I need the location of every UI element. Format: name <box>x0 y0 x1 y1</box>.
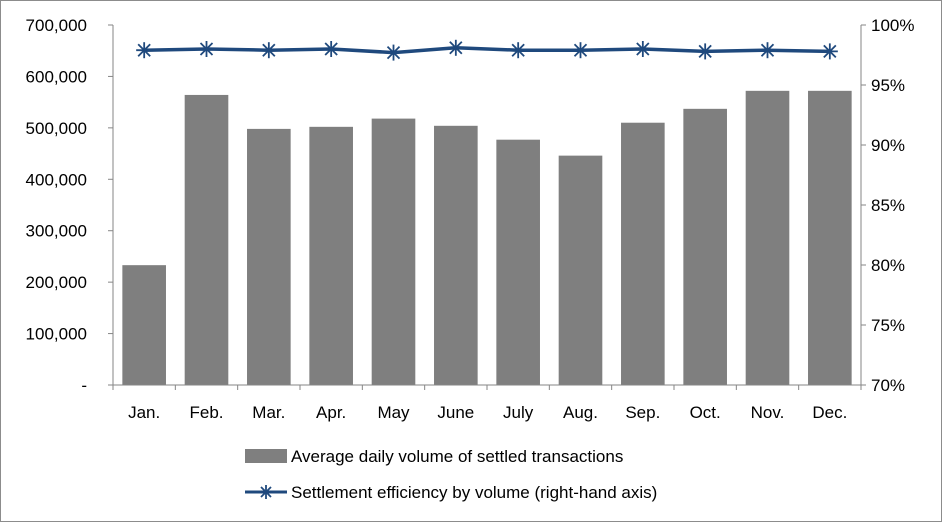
efficiency-point-12 <box>821 43 838 60</box>
efficiency-point-4 <box>323 41 340 57</box>
efficiency-point-1 <box>136 42 153 59</box>
efficiency-point-10 <box>697 43 714 60</box>
bar-9 <box>621 122 665 386</box>
x-tick-labels: Jan. Feb. Mar. Apr. May June July Aug. Sep. Oct. N… <box>128 403 847 422</box>
x-tick-label: July <box>503 403 534 422</box>
right-tick-label: 95% <box>871 76 905 95</box>
bar-5 <box>371 118 416 385</box>
left-tick-label: 400,000 <box>26 170 87 189</box>
efficiency-point-7 <box>510 42 527 59</box>
efficiency-point-8 <box>572 42 589 59</box>
bar-4 <box>309 126 353 385</box>
left-tick-label: 100,000 <box>26 325 87 344</box>
efficiency-line <box>144 46 830 55</box>
x-tick-label: Aug. <box>563 403 598 422</box>
bar-2 <box>184 94 229 385</box>
left-tick-labels: - 100,000 200,000 300,000 400,000 500,000 600,… <box>26 16 87 395</box>
efficiency-point-6 <box>447 39 464 56</box>
x-tick-label: Mar. <box>252 403 285 422</box>
legend-line-label: Settlement efficiency by volume (right-h… <box>291 483 657 502</box>
bar-8 <box>558 155 603 385</box>
bar-12 <box>808 90 852 385</box>
x-tick-label: Apr. <box>316 403 346 422</box>
right-tick-label: 100% <box>871 16 914 35</box>
left-tick-label: 200,000 <box>26 273 87 292</box>
right-tick-label: 85% <box>871 196 905 215</box>
legend-bar-swatch <box>245 449 287 463</box>
x-tick-label: Nov. <box>751 403 785 422</box>
bars-layer <box>122 90 852 386</box>
efficiency-point-2 <box>198 41 215 57</box>
left-tick-label: - <box>81 376 87 395</box>
right-tick-label: 75% <box>871 316 905 335</box>
bar-3 <box>247 128 291 385</box>
efficiency-point-11 <box>759 42 776 59</box>
legend-line-swatch <box>245 485 287 499</box>
left-tick-label: 300,000 <box>26 222 87 241</box>
asterisk-marker-icon <box>259 485 273 499</box>
right-tick-labels: 70% 75% 80% 85% 90% 95% 100% <box>871 16 914 395</box>
bar-7 <box>496 139 540 385</box>
efficiency-point-9 <box>634 41 651 57</box>
bar-11 <box>745 90 790 385</box>
right-tick-label: 80% <box>871 256 905 275</box>
bar-10 <box>683 108 727 385</box>
bar-6 <box>434 125 478 386</box>
right-tick-label: 70% <box>871 376 905 395</box>
x-tick-label: May <box>377 403 410 422</box>
legend-bar-label: Average daily volume of settled transact… <box>291 447 623 466</box>
x-tick-label: Feb. <box>189 403 223 422</box>
bar-1 <box>122 265 166 385</box>
left-tick-label: 600,000 <box>26 67 87 86</box>
left-tick-label: 700,000 <box>26 16 87 35</box>
x-tick-label: Jan. <box>128 403 160 422</box>
axes-layer <box>108 24 866 390</box>
line-layer <box>136 39 838 61</box>
x-tick-label: Sep. <box>625 403 660 422</box>
right-tick-label: 90% <box>871 136 905 155</box>
efficiency-point-3 <box>260 42 277 59</box>
x-tick-label: Dec. <box>812 403 847 422</box>
x-tick-label: Oct. <box>690 403 721 422</box>
left-tick-label: 500,000 <box>26 119 87 138</box>
efficiency-point-5 <box>385 44 402 61</box>
x-tick-label: June <box>437 403 474 422</box>
legend: Average daily volume of settled transact… <box>245 447 657 502</box>
